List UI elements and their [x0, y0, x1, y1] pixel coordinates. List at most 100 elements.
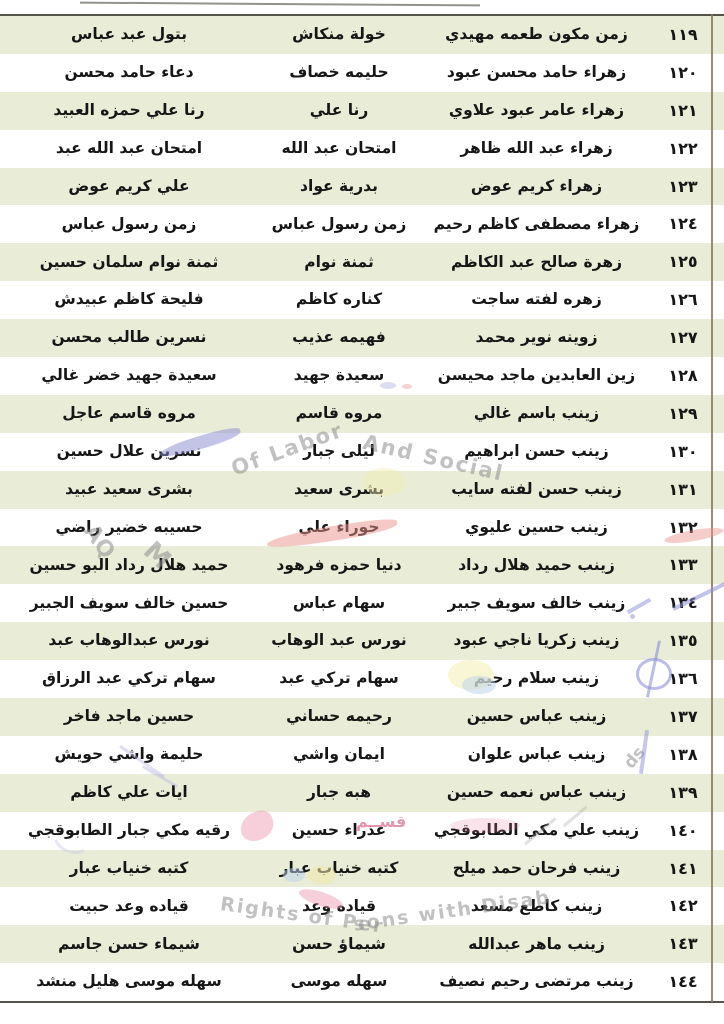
name-col-1: زينب ماهر عبدالله — [468, 934, 605, 953]
name-col-1: زهراء عبد الله ظاهر — [460, 138, 613, 157]
name-col-2: بشرى سعيد — [293, 479, 385, 498]
name-col-2: رنا علي — [309, 100, 369, 119]
name-col-2: سهله موسى — [290, 972, 388, 991]
name-col-2: مروه قاسم — [295, 404, 383, 423]
table-row: ١٣١ زينب حسن لفته سايب بشرى سعيد بشرى سعيد … — [0, 470, 724, 509]
table-row: ١٢٦ زهره لفته ساجت كناره كاظم فليحة كاظم عب… — [0, 281, 724, 320]
name-col-1: زينب حسن ابراهيم — [464, 441, 609, 460]
table-row: ١٢٤ زهراء مصطفى كاظم رحيم زمن رسول عباس زمن… — [0, 205, 724, 244]
name-col-3: نسرين طالب محسن — [51, 328, 207, 347]
name-col-3: مروه قاسم عاجل — [62, 404, 196, 423]
table-row: ١٢٩ زينب باسم غالي مروه قاسم مروه قاسم عاجل — [0, 394, 724, 433]
table-row: ١٤١ زينب فرحان حمد ميلح كتبه خنياب عبار كتب… — [0, 849, 724, 888]
name-col-1: زينب فرحان حمد ميلح — [452, 858, 621, 877]
name-col-2: سعيدة جهيد — [293, 366, 385, 385]
name-col-2: رحيمه حساني — [286, 707, 392, 726]
row-number: ١٤٠ — [668, 820, 698, 840]
name-col-1: زينب حميد هلال رداد — [458, 555, 615, 574]
table-row: ١٢٨ زين العابدين ماجد محيسن سعيدة جهيد سعيد… — [0, 357, 724, 395]
name-col-1: زينب سلام رحيم — [473, 669, 600, 688]
name-col-2: سهام عباس — [292, 593, 386, 612]
name-col-1: زين العابدين ماجد محيسن — [437, 366, 636, 385]
name-col-3: بشرى سعيد عبيد — [65, 479, 193, 498]
table-row: ١٢١ زهراء عامر عبود علاوي رنا علي رنا علي ح… — [0, 91, 724, 130]
row-number: ١٢٨ — [668, 365, 698, 385]
name-col-3: حليمة واشي حويش — [54, 745, 204, 764]
name-col-3: كتبه خنياب عبار — [69, 858, 189, 877]
name-col-3: سهام تركي عبد الرزاق — [42, 669, 216, 688]
row-number: ١٤٤ — [668, 972, 698, 992]
name-col-3: علي كريم عوض — [68, 176, 190, 195]
name-col-3: سعيدة جهيد خضر غالي — [41, 366, 217, 385]
row-number: ١٢٣ — [668, 176, 698, 196]
name-col-3: بتول عبد عباس — [70, 25, 188, 44]
name-col-1: زهراء عامر عبود علاوي — [448, 100, 625, 119]
name-col-2: خولة منكاش — [292, 25, 386, 44]
name-col-1: زينب حسن لفته سايب — [451, 479, 622, 498]
row-number: ١٣٨ — [668, 744, 698, 764]
row-number: ١٤١ — [668, 858, 698, 878]
row-number: ١٢٧ — [668, 328, 698, 348]
name-col-2: بدرية عواد — [300, 176, 378, 195]
name-col-1: زهراء مصطفى كاظم رحيم — [433, 214, 640, 233]
name-col-2: نورس عبد الوهاب — [271, 631, 407, 650]
table-row: ١٣٩ زينب عباس نعمه حسين هبه جبار ايات علي ك… — [0, 773, 724, 812]
table-row: ١٣٥ زينب زكريا ناجي عبود نورس عبد الوهاب نو… — [0, 622, 724, 661]
row-number: ١٢٦ — [668, 290, 698, 310]
name-col-3: زمن رسول عباس — [61, 214, 197, 233]
name-col-1: زينب عباس نعمه حسين — [446, 783, 627, 801]
table-right-border — [711, 14, 713, 1002]
name-col-1: زوينه نوير محمد — [475, 328, 598, 347]
row-number: ١٣١ — [668, 479, 698, 499]
name-col-2: زمن رسول عباس — [271, 214, 407, 233]
row-number: ١٢٠ — [668, 62, 698, 82]
name-col-1: زينب علي مكي الطابوقجي — [433, 820, 640, 839]
scan-artifact-line — [79, 1, 481, 7]
table-row: ١٣٨ زينب عباس علوان ايمان واشي حليمة واشي ح… — [0, 735, 724, 774]
name-col-2: امتحان عبد الله — [281, 138, 397, 157]
row-number: ١٢٥ — [668, 252, 698, 272]
row-number: ١٤٢ — [668, 896, 698, 916]
name-col-1: زهرة صالح عبد الكاظم — [450, 252, 623, 271]
name-col-1: زمن مكون طعمه مهيدي — [445, 25, 628, 44]
table-row: ١٣٦ زينب سلام رحيم سهام تركي عبد سهام تركي … — [0, 660, 724, 699]
name-col-2: حليمه خصاف — [289, 63, 389, 82]
name-col-2: قياده وعد — [302, 896, 376, 915]
name-col-3: نسرين علال حسين — [56, 441, 202, 460]
row-number: ١٢٩ — [668, 403, 698, 423]
name-col-3: امتحان عبد الله عبد — [55, 138, 203, 157]
row-number: ١٤٣ — [668, 934, 698, 954]
name-col-3: فليحة كاظم عبيدش — [54, 290, 204, 309]
name-col-2: هبه جبار — [306, 783, 372, 801]
names-table: ١١٩ زمن مكون طعمه مهيدي خولة منكاش بتول عبد… — [0, 14, 724, 1004]
name-col-2: سهام تركي عبد — [279, 669, 399, 688]
row-number: ١٣٠ — [668, 441, 698, 461]
row-number: ١٣٥ — [668, 631, 698, 651]
name-col-3: شيماء حسن جاسم — [58, 934, 200, 953]
name-col-2: كناره كاظم — [295, 290, 383, 309]
row-number: ١٣٩ — [668, 782, 698, 802]
table-row: ١٣٤ زينب خالف سويف جبير سهام عباس حسين خالف… — [0, 584, 724, 623]
name-col-1: زينب حسين عليوي — [465, 517, 608, 536]
name-col-3: حسين خالف سويف الجبير — [29, 593, 229, 612]
name-col-2: كتبه خنياب عبار — [279, 858, 399, 877]
name-col-2: فهيمه عذيب — [292, 328, 386, 347]
name-col-2: ليلى جبار — [303, 441, 375, 460]
name-col-1: زينب خالف سويف جبير — [447, 593, 626, 612]
name-col-3: دعاء حامد محسن — [64, 63, 194, 82]
name-col-3: قياده وعد حبيت — [69, 896, 189, 915]
name-col-3: حسيبه خضير راضي — [55, 517, 203, 536]
name-col-3: رنا علي حمزه العبيد — [53, 100, 205, 119]
table-row: ١٤٤ زينب مرتضى رحيم نصيف سهله موسى سهله موس… — [0, 963, 724, 1002]
table-row: ١٣٧ زينب عباس حسين رحيمه حساني حسين ماجد فا… — [0, 698, 724, 736]
row-number: ١٢٤ — [668, 214, 698, 234]
name-col-3: رقيه مكي جبار الطابوقجي — [27, 820, 231, 839]
table-row: ١١٩ زمن مكون طعمه مهيدي خولة منكاش بتول عبد… — [0, 16, 724, 54]
table-row: ١٣٢ زينب حسين عليوي حوراء علي حسيبه خضير را… — [0, 508, 724, 547]
name-col-1: زينب باسم غالي — [473, 404, 600, 423]
table-row: ١٢٧ زوينه نوير محمد فهيمه عذيب نسرين طالب م… — [0, 319, 724, 358]
row-number: ١٢٢ — [668, 138, 698, 158]
name-col-2: ايمان واشي — [293, 745, 385, 764]
name-col-3: حميد هلال رداد البو حسين — [29, 555, 229, 574]
row-number: ١٣٢ — [668, 517, 698, 537]
